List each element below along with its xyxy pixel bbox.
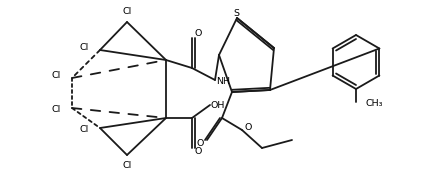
Text: O: O [245, 123, 252, 132]
Text: Cl: Cl [51, 71, 61, 81]
Text: CH₃: CH₃ [366, 100, 384, 108]
Text: O: O [194, 148, 202, 157]
Text: NH: NH [216, 77, 230, 85]
Text: OH: OH [211, 100, 225, 110]
Text: Cl: Cl [122, 161, 131, 169]
Text: S: S [233, 9, 239, 18]
Text: O: O [196, 140, 204, 148]
Text: Cl: Cl [122, 7, 131, 16]
Text: Cl: Cl [80, 43, 89, 52]
Text: Cl: Cl [51, 106, 61, 115]
Text: O: O [194, 30, 202, 39]
Text: Cl: Cl [80, 125, 89, 134]
